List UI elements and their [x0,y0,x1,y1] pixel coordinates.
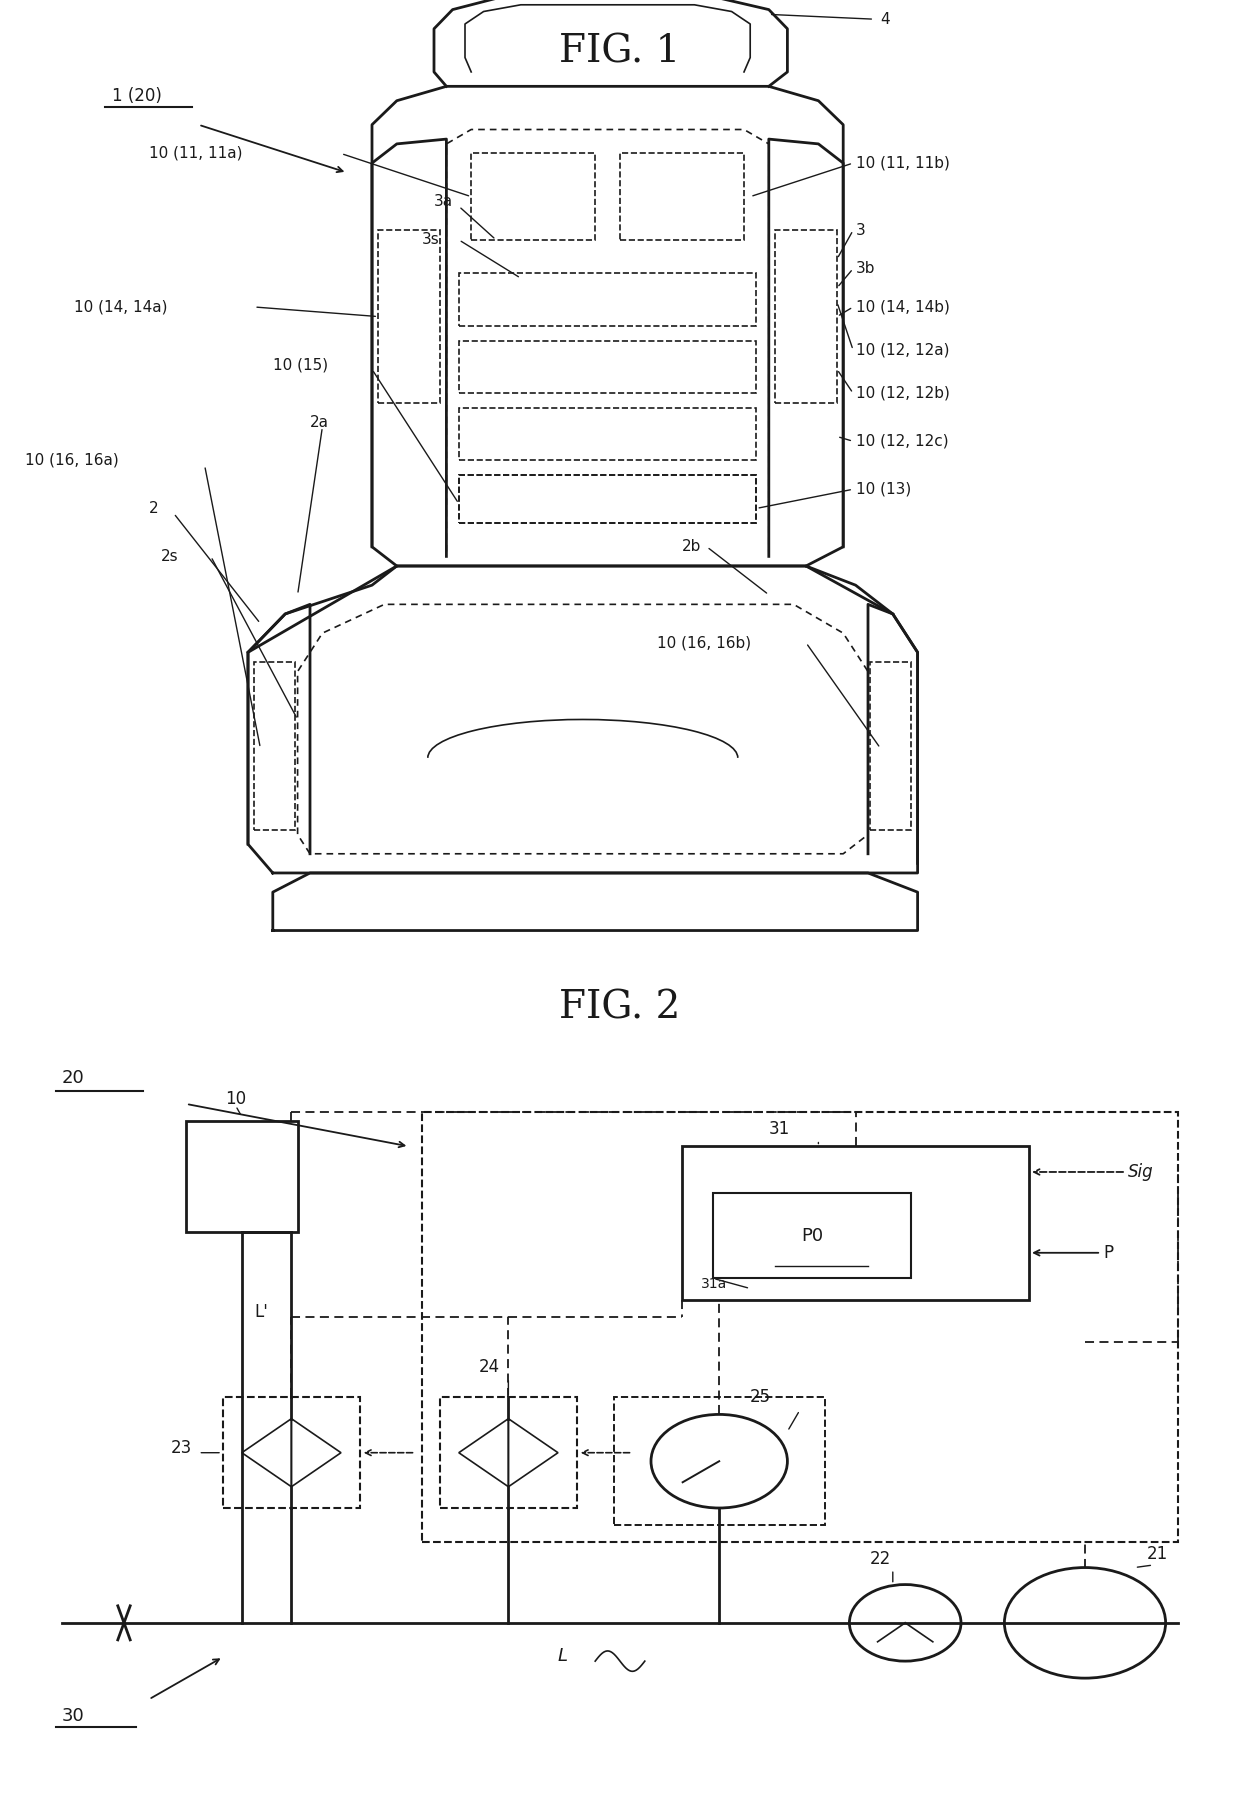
Bar [614,1397,825,1526]
Circle shape [651,1414,787,1508]
Text: 2s: 2s [161,548,179,565]
Text: 31: 31 [769,1120,790,1138]
Text: 10 (11, 11a): 10 (11, 11a) [149,147,242,161]
Bar [422,1113,1178,1542]
Text: 25: 25 [750,1388,771,1406]
Text: 10 (16, 16b): 10 (16, 16b) [657,635,751,650]
Text: 10 (12, 12b): 10 (12, 12b) [856,386,950,400]
Text: 10: 10 [224,1090,247,1108]
Bar [682,1146,1029,1300]
Text: 3b: 3b [856,261,875,277]
Text: Sig: Sig [1128,1164,1154,1180]
Text: 30: 30 [62,1707,84,1725]
Text: 2: 2 [149,501,159,516]
Text: 3a: 3a [434,194,453,208]
Text: 31a: 31a [701,1278,727,1291]
Text: FIG. 2: FIG. 2 [559,988,681,1026]
Text: 2b: 2b [682,539,702,554]
Text: 4: 4 [880,11,890,27]
Text: 10 (14, 14a): 10 (14, 14a) [74,299,167,315]
Bar [223,1397,360,1508]
Bar [440,1397,577,1508]
Text: 23: 23 [171,1439,192,1457]
Text: 10 (14, 14b): 10 (14, 14b) [856,299,950,315]
Text: 21: 21 [1147,1546,1168,1564]
Text: 10 (11, 11b): 10 (11, 11b) [856,156,950,170]
Bar [713,1193,911,1278]
Circle shape [849,1584,961,1662]
Text: 3s: 3s [422,232,439,248]
Text: 24: 24 [479,1358,501,1376]
Text: 10 (15): 10 (15) [273,357,327,373]
Text: 10 (12, 12c): 10 (12, 12c) [856,434,949,449]
Text: 10 (13): 10 (13) [856,481,911,496]
Text: 22: 22 [869,1549,892,1567]
Text: 3: 3 [856,223,866,237]
Circle shape [1004,1567,1166,1678]
Text: P0: P0 [801,1227,823,1245]
Text: L': L' [254,1303,268,1321]
Bar [186,1120,298,1231]
Text: L: L [558,1647,568,1665]
Text: 10 (12, 12a): 10 (12, 12a) [856,342,949,358]
Text: FIG. 1: FIG. 1 [559,34,681,71]
Text: 2a: 2a [310,414,329,429]
Text: P: P [1104,1243,1114,1262]
Text: 10 (16, 16a): 10 (16, 16a) [25,452,119,469]
Text: 20: 20 [62,1070,84,1088]
Text: 1 (20): 1 (20) [112,87,161,105]
